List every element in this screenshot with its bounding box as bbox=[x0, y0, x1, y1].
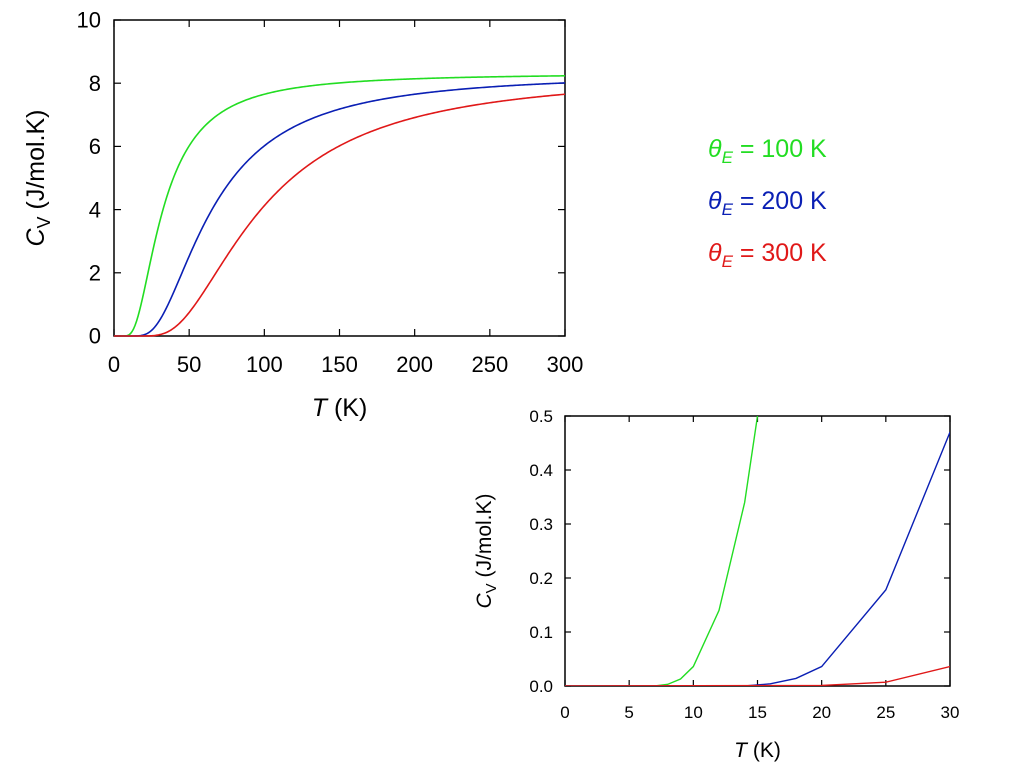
legend-subscript: E bbox=[722, 200, 734, 219]
inset-x-axis-symbol: T bbox=[734, 739, 749, 762]
legend: θE = 100 KθE = 200 KθE = 300 K bbox=[708, 135, 827, 271]
legend-entry-theta-200: θE = 200 K bbox=[708, 187, 827, 219]
inset-x-tick-label: 15 bbox=[748, 703, 767, 722]
legend-symbol: θ bbox=[708, 135, 722, 163]
main-x-axis-unit: (K) bbox=[327, 394, 367, 422]
main-x-axis-symbol: T bbox=[312, 394, 329, 422]
main-y-tick-label: 2 bbox=[89, 261, 101, 286]
main-x-tick-label: 300 bbox=[547, 352, 584, 377]
inset-x-tick-label: 0 bbox=[560, 703, 569, 722]
inset-x-tick-label: 30 bbox=[941, 703, 960, 722]
main-chart: 0 50 100 150 200 250 300 0 2 4 6 8 10 T (K) CV (J/mol.… bbox=[22, 8, 583, 422]
main-x-tick-label: 200 bbox=[396, 352, 433, 377]
legend-entry-theta-300: θE = 300 K bbox=[708, 239, 827, 271]
main-plot-frame bbox=[113, 19, 566, 337]
inset-y-tick-label: 0.5 bbox=[529, 407, 553, 426]
legend-value: = 200 K bbox=[733, 187, 827, 215]
inset-y-axis-unit: (J/mol.K) bbox=[473, 493, 496, 583]
inset-y-tick-label: 0.3 bbox=[529, 515, 553, 534]
main-x-tick-label: 250 bbox=[471, 352, 508, 377]
main-series-line-200 bbox=[114, 82, 566, 337]
main-x-axis-label: T (K) bbox=[312, 394, 368, 422]
legend-symbol: θ bbox=[708, 239, 722, 267]
inset-plot-frame bbox=[564, 415, 951, 687]
inset-series-line-300 bbox=[565, 665, 950, 686]
inset-y-tick-label: 0.2 bbox=[529, 569, 553, 588]
inset-series-line-100 bbox=[565, 416, 759, 686]
legend-entry-theta-100: θE = 100 K bbox=[708, 135, 827, 167]
inset-y-axis-label: CV (J/mol.K) bbox=[473, 493, 500, 608]
legend-value: = 100 K bbox=[733, 135, 827, 163]
legend-symbol: θ bbox=[708, 187, 722, 215]
inset-y-axis-subscript: V bbox=[483, 583, 500, 593]
main-y-tick-label: 10 bbox=[77, 8, 101, 33]
main-x-tick-label: 100 bbox=[246, 352, 283, 377]
main-y-tick-label: 0 bbox=[89, 324, 101, 349]
inset-x-tick-label: 10 bbox=[684, 703, 703, 722]
inset-x-axis-label: T (K) bbox=[734, 739, 781, 762]
main-series-line-100 bbox=[114, 75, 566, 337]
inset-x-axis-unit: (K) bbox=[747, 739, 781, 762]
main-series-line-300 bbox=[114, 93, 566, 337]
inset-x-tick-label: 25 bbox=[876, 703, 895, 722]
main-y-axis-label: CV (J/mol.K) bbox=[22, 109, 54, 246]
main-x-tick-label: 150 bbox=[321, 352, 358, 377]
inset-chart: 0 5 10 15 20 25 30 0.0 0.1 0.2 0.3 0.4 0.5 T (K) CV (J… bbox=[473, 407, 959, 762]
inset-y-tick-label: 0.1 bbox=[529, 623, 553, 642]
main-y-axis-subscript: V bbox=[34, 216, 54, 228]
inset-series-line-200 bbox=[565, 431, 950, 686]
legend-subscript: E bbox=[722, 252, 734, 271]
inset-y-tick-label: 0.4 bbox=[529, 461, 553, 480]
inset-y-axis-symbol: C bbox=[473, 593, 496, 609]
inset-x-tick-label: 20 bbox=[812, 703, 831, 722]
main-y-tick-label: 6 bbox=[89, 134, 101, 159]
main-y-axis-symbol: C bbox=[22, 228, 50, 247]
legend-value: = 300 K bbox=[733, 239, 827, 267]
inset-y-tick-label: 0.0 bbox=[529, 677, 553, 696]
main-y-axis-unit: (J/mol.K) bbox=[22, 109, 50, 216]
main-x-tick-label: 50 bbox=[177, 352, 201, 377]
inset-x-tick-label: 5 bbox=[624, 703, 633, 722]
main-x-tick-label: 0 bbox=[108, 352, 120, 377]
main-y-tick-label: 4 bbox=[89, 197, 101, 222]
legend-subscript: E bbox=[722, 148, 734, 167]
main-y-tick-label: 8 bbox=[89, 71, 101, 96]
